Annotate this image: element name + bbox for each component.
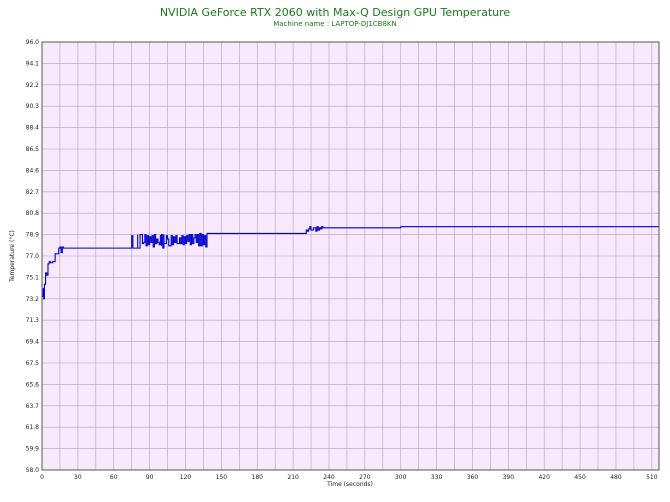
y-tick-label: 94.1 [26,60,40,67]
x-tick-label: 180 [252,474,264,481]
y-axis-label: Temperature (°C) [9,230,16,283]
series-layer [42,226,659,300]
y-tick-label: 71.3 [26,317,40,324]
x-tick-label: 270 [359,474,371,481]
y-tick-label: 78.9 [26,232,40,239]
chart-title: NVIDIA GeForce RTX 2060 with Max-Q Desig… [159,6,511,19]
y-tick-label: 59.9 [26,446,40,453]
x-tick-label: 510 [646,474,658,481]
x-tick-label: 330 [431,474,443,481]
y-tick-label: 61.8 [26,424,40,431]
x-tick-label: 90 [146,474,154,481]
y-tick-label: 63.7 [26,403,40,410]
y-tick-label: 82.7 [26,189,40,196]
y-tick-label: 84.6 [26,167,40,174]
chart-subtitle: Machine name : LAPTOP-DJ1CB8KN [273,20,397,28]
y-tick-label: 73.2 [26,296,40,303]
y-tick-label: 69.4 [26,339,40,346]
y-tick-label: 75.1 [26,274,40,281]
y-tick-label: 88.4 [26,125,40,132]
x-tick-label: 300 [395,474,407,481]
x-tick-label: 30 [74,474,82,481]
y-tick-label: 86.5 [26,146,40,153]
grid-layer [42,42,659,470]
x-tick-label: 420 [538,474,550,481]
x-tick-label: 120 [180,474,192,481]
y-tick-label: 77.0 [26,253,40,260]
x-axis-label: Time (seconds) [326,481,373,488]
x-tick-layer: 0 30 60 90 120 150 180 210 240 270 300 330 360 390 420… [40,474,658,481]
series-line [42,226,659,300]
x-tick-label: 0 [40,474,44,481]
x-tick-label: 390 [503,474,515,481]
x-tick-label: 60 [110,474,118,481]
y-tick-label: 65.6 [26,381,40,388]
x-tick-label: 360 [467,474,479,481]
y-tick-label: 90.3 [26,103,40,110]
x-tick-label: 210 [287,474,299,481]
y-tick-label: 67.5 [26,360,40,367]
x-tick-label: 480 [610,474,622,481]
y-tick-layer: 58.0 59.9 61.8 63.7 65.6 67.5 69.4 71.3 73.2 75.1… [26,39,40,474]
x-tick-label: 150 [216,474,228,481]
y-tick-label: 96.0 [26,39,40,46]
plot-frame [41,41,660,471]
y-tick-label: 92.2 [26,82,40,89]
x-tick-label: 240 [323,474,335,481]
y-tick-label: 80.8 [26,210,40,217]
y-tick-label: 58.0 [26,467,40,474]
x-tick-label: 450 [574,474,586,481]
